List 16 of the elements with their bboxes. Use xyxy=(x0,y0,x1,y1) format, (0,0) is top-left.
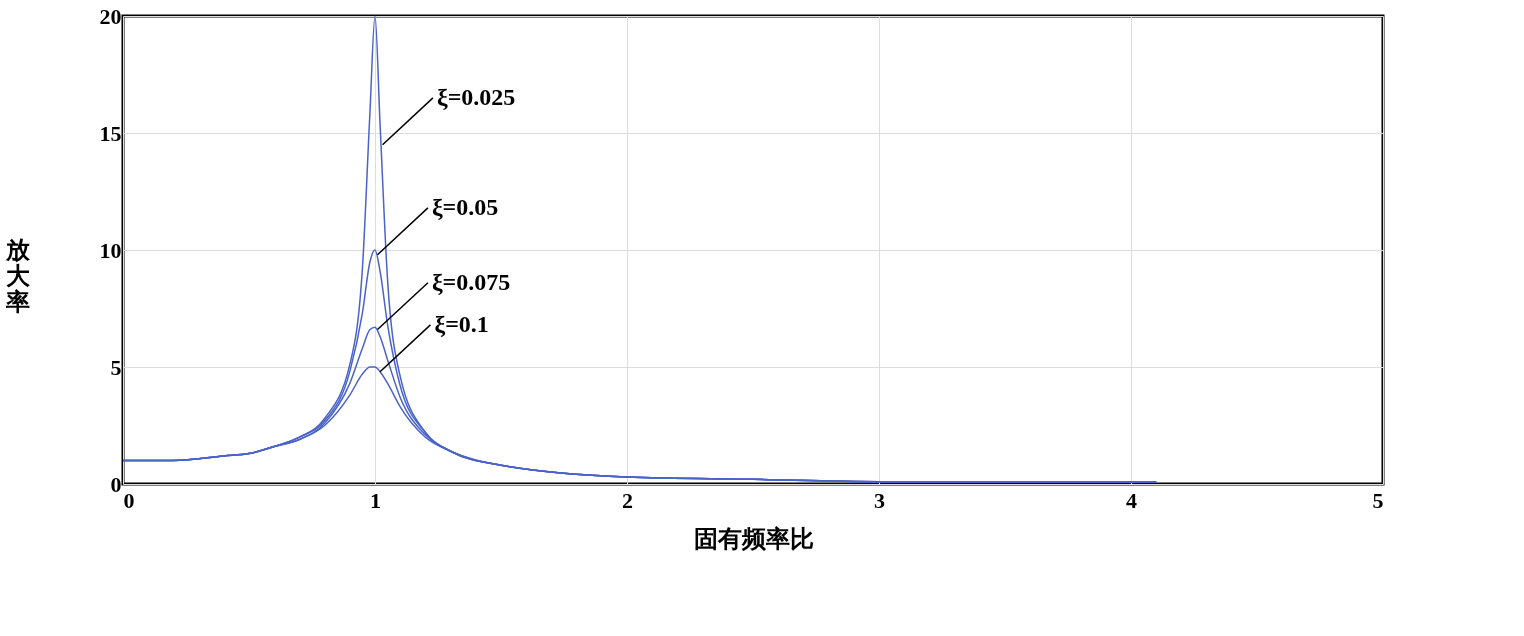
y-tick-label: 10 xyxy=(99,237,122,263)
y-tick-label: 5 xyxy=(110,354,122,380)
annotation: ξ=0.1 xyxy=(434,310,489,337)
annotation: ξ=0.025 xyxy=(436,83,516,110)
x-tick-label: 4 xyxy=(1126,487,1137,513)
x-axis-title: 固有频率比 xyxy=(693,525,814,552)
x-tick-label: 1 xyxy=(370,487,381,513)
y-axis-title: 放大率 xyxy=(4,236,31,315)
x-tick-label: 3 xyxy=(874,487,885,513)
x-tick-label: 2 xyxy=(622,487,633,513)
y-tick-label: 20 xyxy=(99,3,122,29)
x-tick-label: 5 xyxy=(1372,487,1384,513)
annotation: ξ=0.075 xyxy=(431,268,511,295)
y-tick-label: 15 xyxy=(99,120,122,146)
annotation: ξ=0.05 xyxy=(431,193,499,220)
y-tick-label: 0 xyxy=(110,471,122,497)
